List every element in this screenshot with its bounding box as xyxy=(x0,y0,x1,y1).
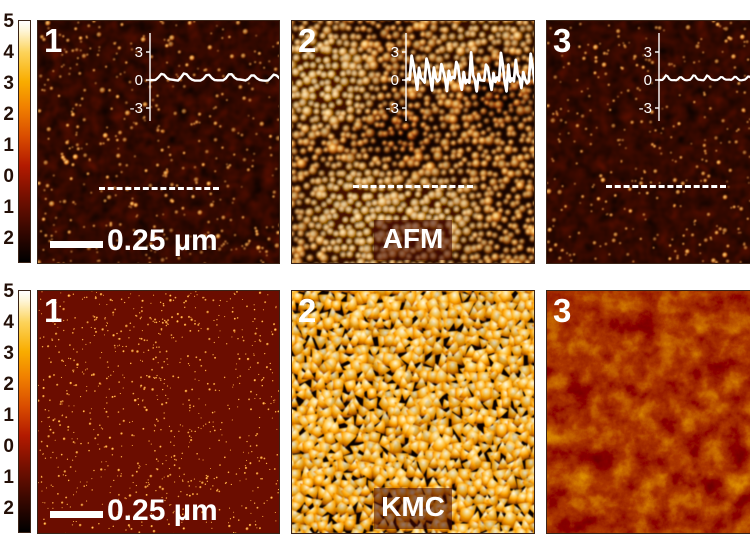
svg-text:-3: -3 xyxy=(130,100,143,117)
svg-text:-3: -3 xyxy=(386,100,399,117)
svg-text:0: 0 xyxy=(135,72,143,89)
svg-text:-3: -3 xyxy=(639,100,652,117)
svg-text:3: 3 xyxy=(644,44,652,61)
svg-text:3: 3 xyxy=(391,44,399,61)
svg-text:0: 0 xyxy=(391,72,399,89)
svg-text:0: 0 xyxy=(644,72,652,89)
svg-text:3: 3 xyxy=(135,44,143,61)
